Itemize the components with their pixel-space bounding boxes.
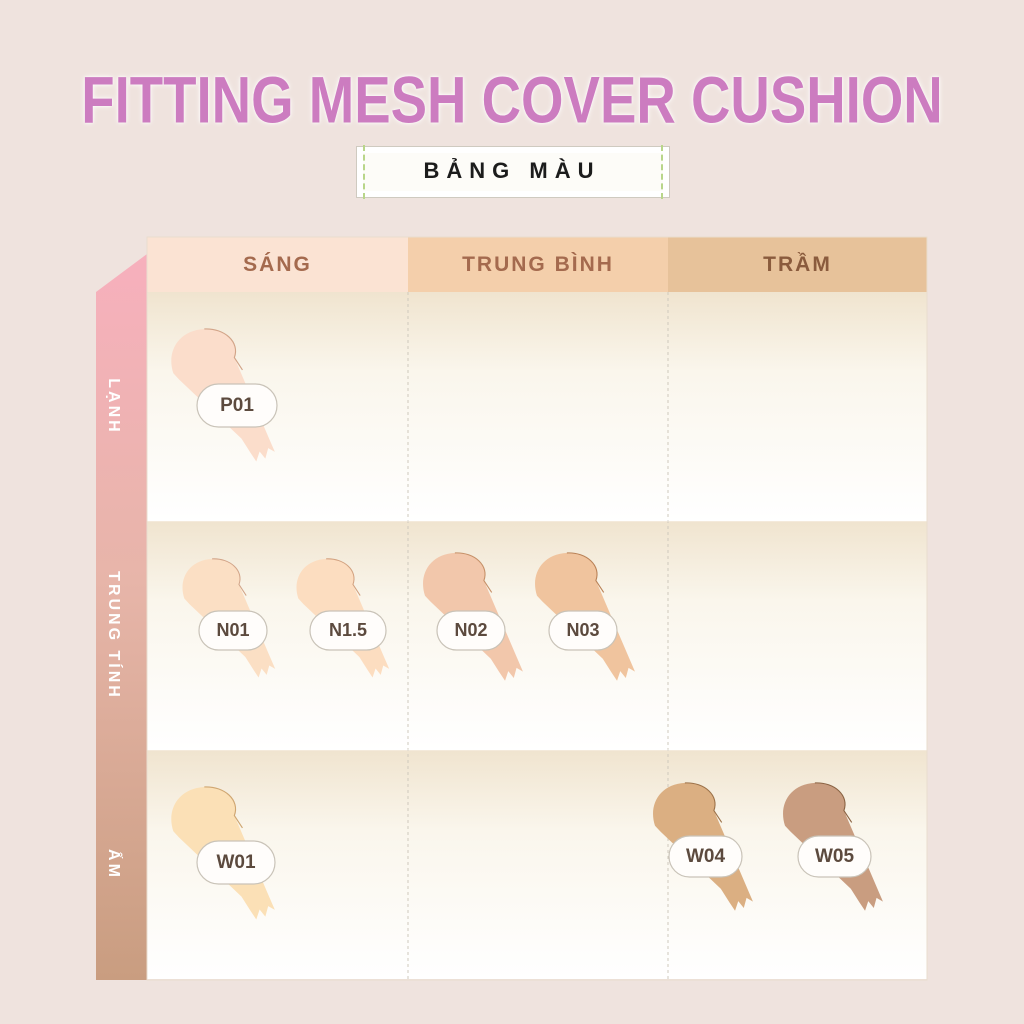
svg-text:N01: N01 bbox=[216, 620, 249, 640]
svg-text:W04: W04 bbox=[686, 846, 726, 867]
svg-text:W05: W05 bbox=[815, 846, 855, 867]
svg-text:P01: P01 bbox=[220, 395, 254, 416]
svg-text:N02: N02 bbox=[454, 620, 487, 640]
svg-text:N1.5: N1.5 bbox=[329, 620, 367, 640]
svg-text:W01: W01 bbox=[216, 852, 256, 873]
svg-text:N03: N03 bbox=[566, 620, 599, 640]
